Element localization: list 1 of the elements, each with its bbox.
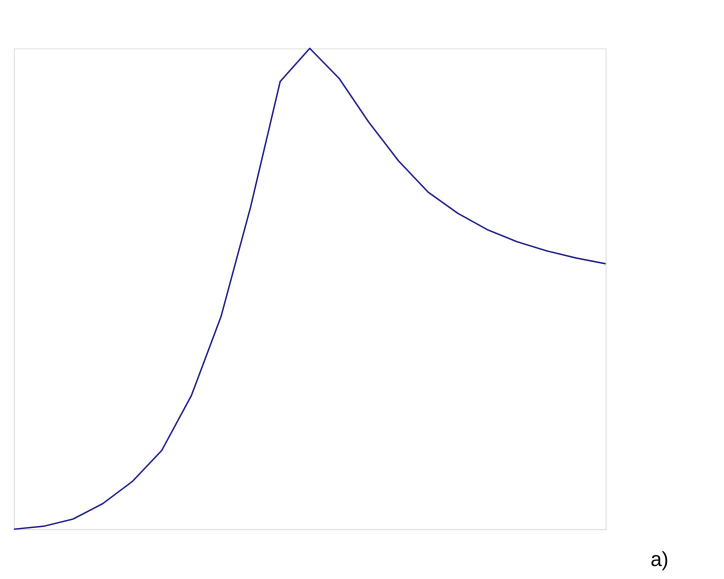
- text: a): [650, 549, 669, 572]
